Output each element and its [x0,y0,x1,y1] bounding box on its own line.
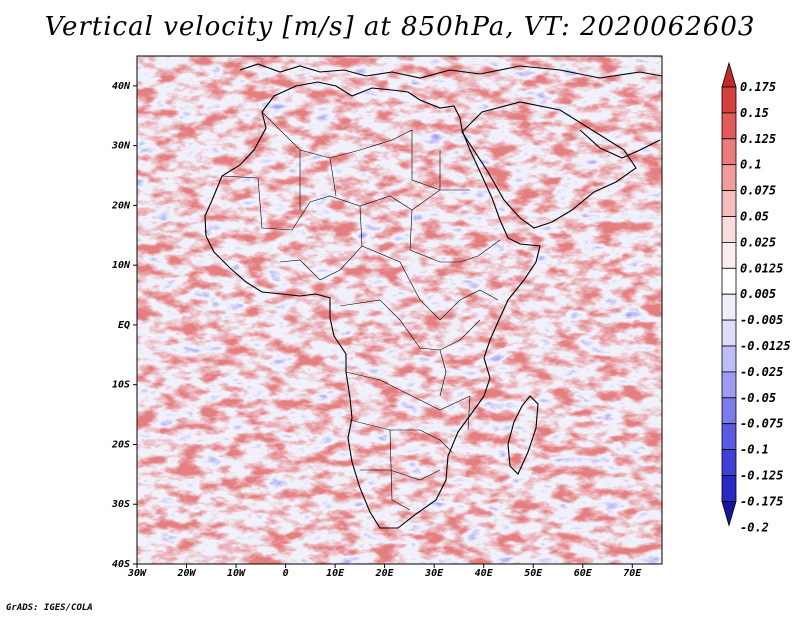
colorbar-swatch [721,164,737,191]
colorbar-label: -0.1 [740,443,769,457]
lat-tick-label: 40S [112,559,130,570]
country-borders [221,111,501,511]
colorbar-top-arrow [721,61,737,88]
lon-tick-label: 70E [623,568,642,579]
colorbar-swatch [721,216,737,243]
colorbar-label: -0.0125 [740,339,791,353]
colorbar-label: 0.0125 [740,261,783,275]
persian-gulf [579,129,661,159]
lon-tick-label: 10E [326,568,345,579]
lat-tick-label: 20S [111,439,130,450]
colorbar-swatch [721,345,737,373]
colorbar-swatch [721,112,737,140]
colorbar-label: -0.175 [740,494,783,508]
colorbar-label: -0.025 [740,365,783,379]
europe-coastline [239,63,662,79]
velocity-field [137,56,662,564]
colorbar-swatch [721,267,737,295]
colorbar-swatch [721,86,737,114]
colorbar-label: 0.125 [740,132,776,146]
lat-tick-label: 10N [112,260,131,271]
latitude-axis: 40N 30N 20N 10N EQ 10S 20S 30S 40S [111,81,137,570]
colorbar: 0.175 0.15 0.125 0.1 0.075 0.05 0.025 0.0125 0.0… [721,61,791,534]
lat-tick-label: 20N [111,200,131,211]
colorbar-swatch [721,449,737,476]
colorbar-swatch [721,319,737,347]
colorbar-label: 0.075 [740,184,776,198]
chart-title: Vertical velocity [m/s] at 850hPa, VT: 2… [44,12,756,42]
colorbar-label: 0.05 [740,210,769,224]
colorbar-label: 0.005 [740,287,776,301]
colorbar-swatch [721,138,737,166]
colorbar-swatch [721,190,737,217]
lon-tick-label: 50E [524,568,543,579]
lat-tick-label: 30S [111,499,130,510]
colorbar-label: 0.025 [740,235,776,249]
lat-tick-label: 10S [112,380,130,391]
arabia-coastline [461,101,637,229]
colorbar-swatch [721,293,737,321]
plot-frame [136,55,663,565]
colorbar-label: 0.1 [740,158,762,172]
lon-tick-label: 0 [283,568,289,579]
credit-text: GrADS: IGES/COLA [6,603,93,613]
colorbar-swatch [721,423,737,451]
lon-tick-label: 30E [424,568,444,579]
colorbar-label: -0.125 [740,469,783,483]
lat-tick-label: EQ [118,320,130,331]
colorbar-bottom-arrow [721,500,737,527]
colorbar-swatch [721,241,737,269]
madagascar-coastline [507,395,539,475]
colorbar-swatch [721,397,737,425]
colorbar-label: 0.175 [740,80,776,94]
map-plot-area [136,55,663,565]
colorbar-label: -0.005 [740,313,783,327]
lon-tick-label: 20W [176,568,196,579]
colorbar-swatch [721,371,737,399]
colorbar-label: -0.075 [740,417,783,431]
lon-tick-label: 30W [127,568,147,579]
lat-tick-label: 30N [111,141,131,152]
lon-tick-label: 20E [375,568,395,579]
coastlines [204,63,662,529]
lon-tick-label: 60E [574,568,593,579]
lon-tick-label: 40E [475,568,494,579]
colorbar-swatch [721,475,737,502]
colorbar-label: 0.15 [740,106,769,120]
longitude-axis: 30W 20W 10W 0 10E 20E 30E 40E 50E 60E 70E [127,564,642,579]
africa-coastline [204,81,541,529]
lat-tick-label: 40N [112,81,131,92]
colorbar-label: -0.05 [740,391,776,405]
lon-tick-label: 10W [227,568,246,579]
colorbar-label: -0.2 [740,520,769,534]
